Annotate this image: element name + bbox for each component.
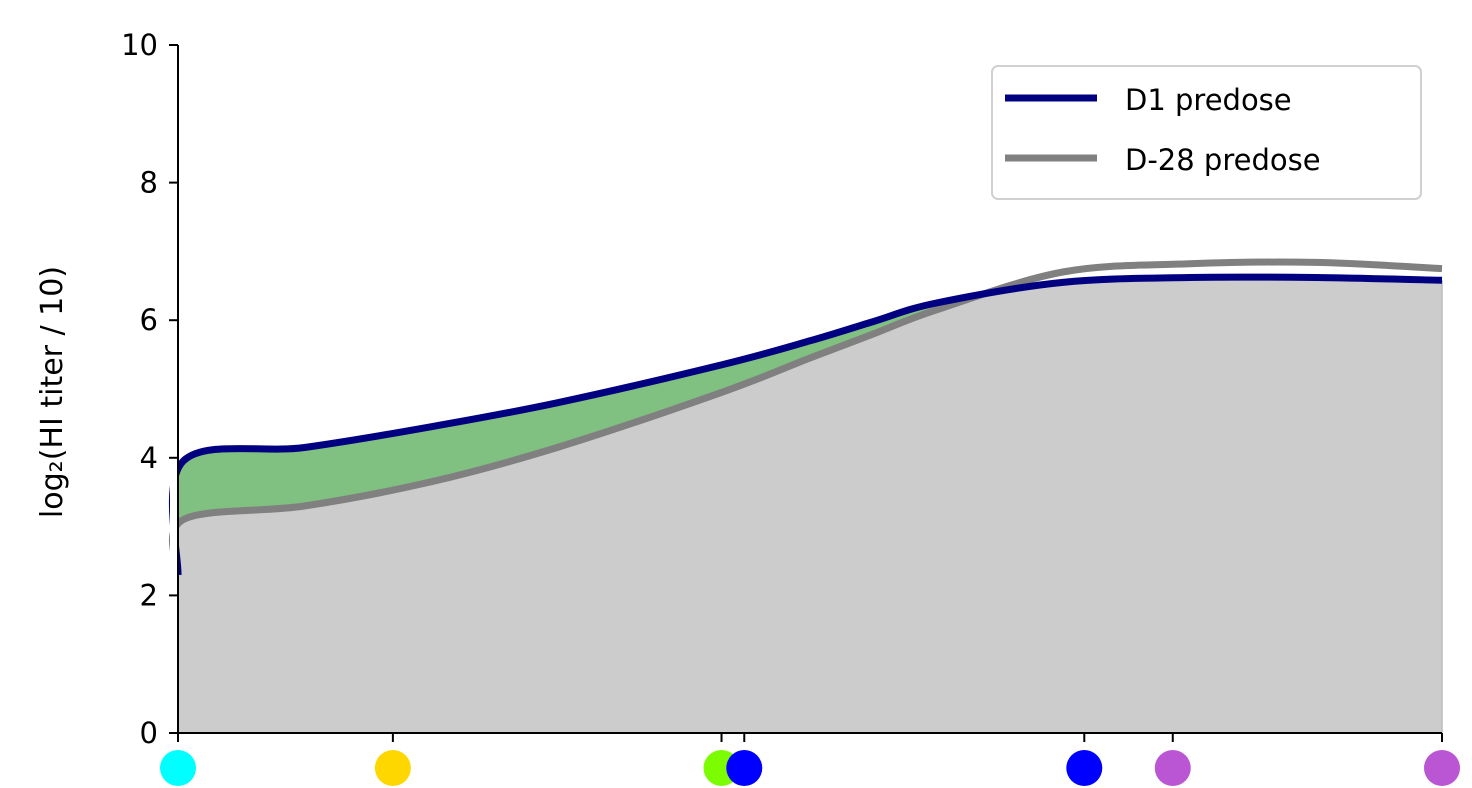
x-marker-dot	[1424, 750, 1460, 786]
line-d1-predose	[168, 273, 1443, 575]
area-base	[172, 277, 1442, 733]
x-marker-dot	[374, 750, 411, 786]
y-tick-label: 6	[140, 303, 158, 337]
y-tick-label: 8	[140, 166, 158, 200]
x-marker-dot	[726, 750, 763, 786]
x-marker-dot	[1154, 750, 1191, 786]
legend-label-d1-predose: D1 predose	[1125, 83, 1292, 117]
plot-area	[168, 35, 1443, 733]
y-tick-label: 2	[140, 578, 158, 612]
x-marker-dot	[1066, 750, 1103, 786]
x-markers	[160, 750, 1460, 786]
y-tick-label: 10	[121, 28, 158, 62]
y-axis-label: log₂(HI titer / 10)	[35, 266, 70, 518]
y-tick-label: 4	[140, 441, 158, 475]
y-tick-label: 0	[140, 716, 158, 750]
legend-frame	[991, 65, 1422, 200]
x-marker-dot	[160, 750, 196, 786]
line-d28-predose	[169, 258, 1443, 576]
legend-label-d28-predose: D-28 predose	[1125, 143, 1321, 177]
legend: D1 predose D-28 predose	[991, 65, 1422, 200]
axes: 0 2 4 6 8 10	[121, 28, 1443, 750]
